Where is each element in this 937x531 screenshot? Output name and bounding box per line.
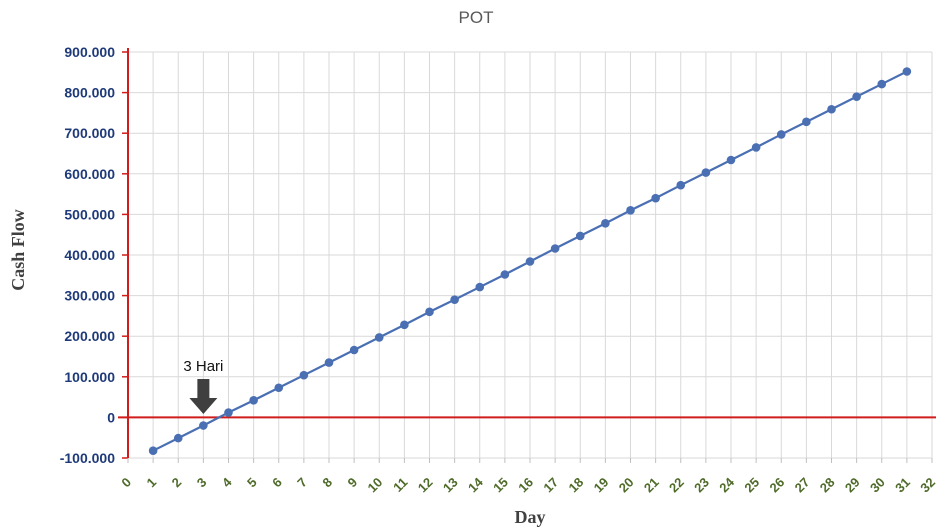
x-tick-label: 15 xyxy=(490,475,511,496)
data-point xyxy=(400,320,409,330)
data-point xyxy=(726,155,736,165)
data-point xyxy=(148,446,158,455)
x-tick-label: 13 xyxy=(440,475,461,496)
y-tick-labels: -100.000 0 100.000 200.000 300.000 400.000 500… xyxy=(60,44,115,466)
x-tick-label: 4 xyxy=(219,474,235,490)
axes xyxy=(118,48,936,463)
data-point xyxy=(676,180,686,190)
x-tick-label: 2 xyxy=(169,475,185,491)
y-tick-label: 300.000 xyxy=(64,288,115,304)
x-tick-label: 16 xyxy=(515,475,536,496)
x-tick-label: 7 xyxy=(294,475,310,491)
x-tick-label: 26 xyxy=(767,475,788,496)
x-tick-label: 23 xyxy=(691,475,712,496)
x-axis-label: Day xyxy=(515,507,546,527)
x-tick-label: 11 xyxy=(390,475,410,495)
x-tick-label: 27 xyxy=(792,475,813,496)
data-point xyxy=(500,270,510,279)
x-tick-labels: 0 1 2 3 4 5 6 7 8 9 10 11 12 13 14 15 16 17 18 19 20 21 22 23 24… xyxy=(118,474,937,495)
x-tick-label: 3 xyxy=(194,475,210,491)
x-tick-label: 21 xyxy=(641,475,662,496)
y-tick-label: 0 xyxy=(107,409,115,425)
data-point xyxy=(173,433,183,443)
data-point xyxy=(374,333,384,342)
data-point xyxy=(575,231,585,241)
data-point xyxy=(651,193,660,203)
x-tick-label: 30 xyxy=(867,475,888,496)
y-axis-label: Cash Flow xyxy=(8,209,28,291)
y-tick-label: 600.000 xyxy=(64,166,115,182)
y-tick-label: 100.000 xyxy=(64,369,115,385)
x-tick-label: 8 xyxy=(319,475,335,491)
y-tick-label: 400.000 xyxy=(64,247,115,263)
x-tick-label: 32 xyxy=(917,475,937,496)
x-tick-label: 14 xyxy=(465,474,486,495)
data-point xyxy=(475,282,485,292)
data-point xyxy=(776,130,786,139)
x-tick-label: 31 xyxy=(892,475,913,496)
x-tick-label: 17 xyxy=(540,475,561,496)
annotation-label: 3 Hari xyxy=(183,358,223,375)
x-tick-label: 29 xyxy=(842,475,863,496)
data-point xyxy=(450,295,459,304)
x-tick-label: 5 xyxy=(244,475,260,491)
y-tick-label: 900.000 xyxy=(64,44,115,60)
data-point xyxy=(525,257,535,266)
data-point xyxy=(852,92,861,101)
data-point xyxy=(701,168,711,177)
y-tick-label: 500.000 xyxy=(64,206,115,222)
x-tick-label: 12 xyxy=(415,475,436,496)
x-tick-label: 10 xyxy=(365,475,386,496)
y-tick-label: -100.000 xyxy=(60,450,115,466)
data-point xyxy=(349,345,359,355)
chart-title: POT xyxy=(459,8,494,27)
data-point xyxy=(249,396,258,405)
data-point xyxy=(199,421,208,430)
data-point xyxy=(827,104,836,114)
down-arrow-icon xyxy=(189,379,218,414)
x-tick-label: 1 xyxy=(144,475,160,491)
data-point xyxy=(324,358,334,367)
data-point xyxy=(626,206,635,215)
data-point xyxy=(425,307,434,317)
data-point xyxy=(224,408,233,417)
x-tick-label: 25 xyxy=(741,475,762,496)
data-point xyxy=(274,383,284,393)
x-tick-label: 18 xyxy=(566,475,587,496)
y-tick-label: 800.000 xyxy=(64,85,115,101)
x-tick-label: 9 xyxy=(345,475,361,491)
x-tick-label: 22 xyxy=(666,475,687,496)
x-tick-label: 28 xyxy=(817,475,838,496)
x-tick-label: 20 xyxy=(616,475,637,496)
data-point xyxy=(751,143,761,152)
x-tick-label: 0 xyxy=(118,475,134,491)
x-tick-label: 24 xyxy=(716,474,737,495)
y-tick-label: 200.000 xyxy=(64,328,115,344)
x-tick-label: 19 xyxy=(591,475,612,496)
series xyxy=(148,67,912,455)
data-point xyxy=(299,370,309,380)
data-point xyxy=(902,67,912,76)
data-point xyxy=(550,244,560,253)
data-point xyxy=(802,117,811,127)
data-point xyxy=(877,79,887,89)
data-point xyxy=(601,219,610,228)
annotation: 3 Hari xyxy=(183,358,223,414)
grid xyxy=(127,51,933,459)
x-tick-label: 6 xyxy=(269,475,285,491)
y-tick-label: 700.000 xyxy=(64,125,115,141)
